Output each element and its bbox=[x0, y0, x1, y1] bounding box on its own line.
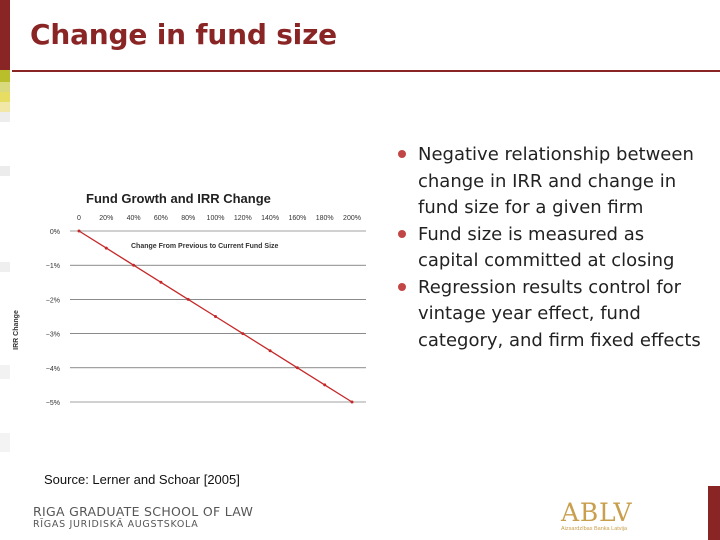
y-tick-label: 0% bbox=[50, 229, 60, 236]
left-strip-band bbox=[0, 433, 10, 452]
logo-subtitle: Aizsardzības Banka Latvija bbox=[561, 526, 628, 532]
left-strip-band bbox=[0, 92, 10, 102]
x-tick-label: 120% bbox=[234, 215, 252, 222]
left-strip-band bbox=[0, 166, 10, 176]
data-point bbox=[241, 332, 245, 336]
y-tick-label: −4% bbox=[46, 366, 60, 373]
fund-growth-chart: Fund Growth and IRR Change 0 20% 40% 60% 80%… bbox=[13, 191, 366, 407]
school-name-latvian: RĪGAS JURIDISKĀ AUGSTSKOLA bbox=[33, 519, 199, 530]
left-accent-strip bbox=[0, 0, 10, 540]
bullet-text: Regression results control for vintage y… bbox=[418, 276, 701, 351]
left-strip-band bbox=[0, 112, 10, 122]
bullet-item: Negative relationship between change in … bbox=[380, 142, 710, 222]
bullet-dot-icon bbox=[398, 229, 406, 238]
x-tick-label: 40% bbox=[127, 215, 141, 222]
x-tick-label: 0 bbox=[77, 215, 81, 222]
data-point bbox=[295, 366, 299, 370]
bullet-item: Fund size is measured as capital committ… bbox=[380, 222, 710, 275]
y-tick-labels: 0% −1% −2% −3% −4% −5% bbox=[46, 229, 60, 407]
title-divider bbox=[12, 70, 720, 72]
slide-title: Change in fund size bbox=[30, 18, 337, 51]
data-point bbox=[214, 315, 217, 318]
school-name-english: RIGA GRADUATE SCHOOL OF LAW bbox=[33, 504, 254, 519]
y-tick-label: −3% bbox=[46, 332, 60, 339]
bullet-text: Negative relationship between change in … bbox=[418, 144, 694, 218]
data-point bbox=[350, 400, 354, 404]
data-point bbox=[104, 246, 108, 250]
x-tick-label: 100% bbox=[207, 215, 225, 222]
y-tick-label: −2% bbox=[46, 297, 60, 304]
x-axis-label: Change From Previous to Current Fund Siz… bbox=[131, 243, 279, 250]
left-strip-band bbox=[0, 70, 10, 82]
left-strip-header-band bbox=[0, 0, 10, 70]
left-strip-band bbox=[0, 102, 10, 112]
x-tick-label: 140% bbox=[261, 215, 279, 222]
x-tick-label: 20% bbox=[99, 215, 113, 222]
x-tick-label: 200% bbox=[343, 215, 361, 222]
data-point bbox=[77, 229, 81, 233]
logo-mark: ABLV bbox=[561, 498, 633, 527]
data-point bbox=[268, 349, 272, 353]
x-tick-label: 60% bbox=[154, 215, 168, 222]
data-point bbox=[159, 280, 163, 284]
x-tick-label: 160% bbox=[288, 215, 306, 222]
data-point bbox=[186, 297, 190, 301]
x-tick-label: 80% bbox=[181, 215, 195, 222]
left-strip-band bbox=[0, 262, 10, 272]
y-axis-label: IRR Change bbox=[13, 310, 20, 350]
ablv-logo: ABLV Aizsardzības Banka Latvija bbox=[561, 500, 635, 534]
data-points bbox=[77, 229, 354, 404]
gridlines bbox=[70, 230, 366, 403]
left-strip-band bbox=[0, 365, 10, 379]
chart-title: Fund Growth and IRR Change bbox=[86, 191, 271, 206]
bullet-list: Negative relationship between change in … bbox=[380, 142, 710, 354]
bullet-dot-icon bbox=[398, 282, 406, 291]
y-tick-label: −1% bbox=[46, 263, 60, 270]
x-tick-label: 180% bbox=[316, 215, 334, 222]
bullet-item: Regression results control for vintage y… bbox=[380, 275, 710, 355]
left-strip-band bbox=[0, 82, 10, 92]
source-note: Source: Lerner and Schoar [2005] bbox=[44, 472, 240, 487]
x-tick-labels: 0 20% 40% 60% 80% 100% 120% 140% 160% 180% 200% bbox=[77, 215, 361, 222]
school-wordmark: RIGA GRADUATE SCHOOL OF LAW RĪGAS JURIDI… bbox=[33, 504, 254, 531]
bullet-dot-icon bbox=[398, 150, 406, 158]
y-tick-label: −5% bbox=[46, 400, 60, 407]
data-point bbox=[132, 263, 136, 267]
data-point bbox=[323, 383, 327, 387]
bullet-text: Fund size is measured as capital committ… bbox=[418, 223, 675, 272]
right-accent-bar bbox=[708, 486, 720, 540]
